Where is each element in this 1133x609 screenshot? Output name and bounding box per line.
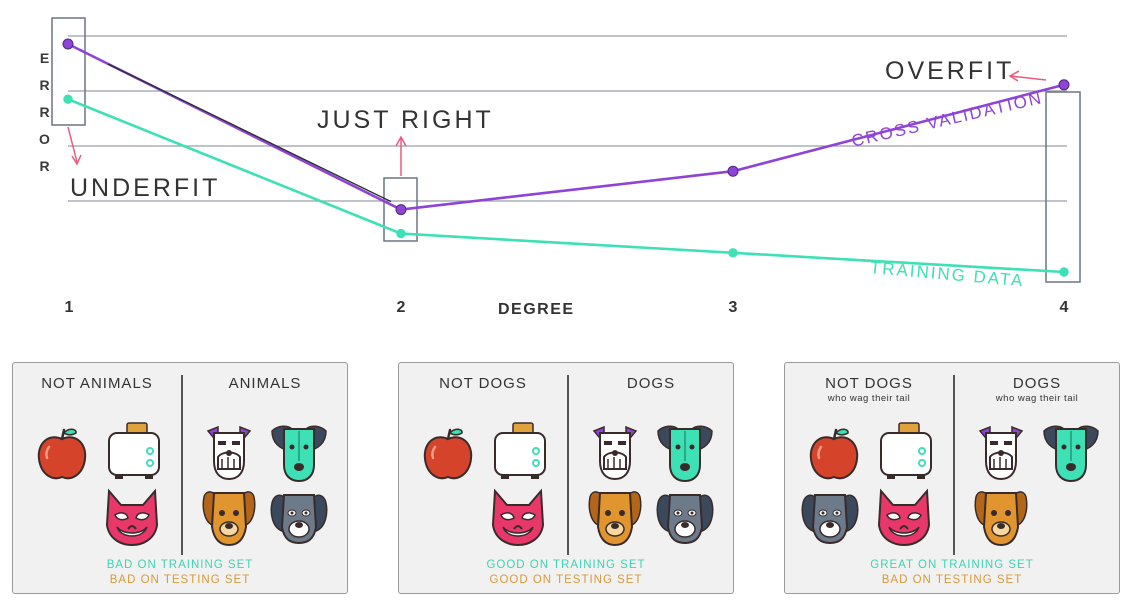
- x-tick-3: 3: [728, 299, 738, 316]
- panel-right-title: DOGS: [626, 375, 676, 392]
- panel-left-title: NOT DOGS: [825, 375, 913, 392]
- panel-left-heading: NOT DOGS who wag their tail: [785, 375, 953, 404]
- panel-dogs: NOT DOGS DOGS GOOD ON TRAINING SET GOOD …: [398, 362, 734, 594]
- underfit-arrowhead: [71, 154, 82, 166]
- panel-left-subtitle: who wag their tail: [827, 393, 911, 404]
- training-data-point-2: [396, 228, 406, 239]
- overfit-arrow: [1010, 75, 1047, 81]
- panel-divider: [181, 375, 183, 555]
- x-tick-4: 4: [1059, 299, 1069, 316]
- result-training: GOOD ON TRAINING SET: [486, 559, 646, 571]
- grumpy-cat-icon: [873, 485, 935, 547]
- y-axis-label-letter: R: [39, 158, 51, 174]
- training-data-line-segment: [66, 97, 403, 235]
- gray-dog-icon: [799, 485, 861, 547]
- y-axis-label-letter: R: [39, 104, 51, 120]
- annotation-overfit: OVERFIT: [885, 57, 1015, 85]
- panel-animals: NOT ANIMALS ANIMALS BAD ON TRAINING SET …: [12, 362, 348, 594]
- just-right-arrowhead: [395, 135, 407, 147]
- underfit-box: [51, 17, 86, 126]
- cross-validation-line-segment: [731, 83, 1066, 173]
- schnauzer-dog-icon: [584, 421, 646, 483]
- result-training: BAD ON TRAINING SET: [106, 559, 254, 571]
- panel-right-heading: DOGS: [567, 375, 735, 392]
- schnauzer-dog-icon: [970, 421, 1032, 483]
- apple-icon: [417, 423, 479, 485]
- training-data-point-4: [1059, 267, 1069, 277]
- annotation-just-right: JUST RIGHT: [317, 106, 494, 134]
- x-axis-label: DEGREE: [498, 301, 575, 318]
- chart-svg: [51, 17, 1081, 283]
- annotation-underfit: UNDERFIT: [70, 174, 221, 202]
- orange-dog-icon: [584, 485, 646, 547]
- result-testing: BAD ON TESTING SET: [109, 574, 251, 586]
- result-testing: BAD ON TESTING SET: [881, 574, 1023, 586]
- orange-dog-icon: [198, 485, 260, 547]
- panel-right-subtitle: who wag their tail: [995, 393, 1079, 404]
- toaster-icon: [875, 421, 937, 483]
- orange-dog-icon: [970, 485, 1032, 547]
- underfit-arrow: [67, 126, 78, 163]
- cross-validation-point-3: [727, 165, 739, 177]
- apple-icon: [803, 423, 865, 485]
- panel-left-title: NOT ANIMALS: [41, 375, 153, 392]
- panel-dogs-wag-tail: NOT DOGS who wag their tail DOGS who wag…: [784, 362, 1120, 594]
- gray-dog-icon: [268, 485, 330, 547]
- panel-left-title: NOT DOGS: [439, 375, 527, 392]
- grumpy-cat-icon: [101, 485, 163, 547]
- panel-right-heading: DOGS who wag their tail: [953, 375, 1121, 404]
- gray-dog-icon: [654, 485, 716, 547]
- panel-right-title: DOGS: [1012, 375, 1062, 392]
- cross-validation-point-1: [62, 38, 74, 50]
- training-data-point-1: [63, 94, 73, 104]
- cross-validation-point-4: [1058, 79, 1070, 91]
- panel-left-heading: NOT DOGS: [399, 375, 567, 392]
- panel-right-title: ANIMALS: [228, 375, 302, 392]
- cross-validation-line-segment: [399, 169, 735, 211]
- grumpy-cat-icon: [487, 485, 549, 547]
- apple-icon: [31, 423, 93, 485]
- schnauzer-dog-icon: [198, 421, 260, 483]
- cross-validation-line-shadow: [107, 63, 392, 203]
- toaster-icon: [103, 421, 165, 483]
- teal-dog-icon: [654, 421, 716, 483]
- x-tick-2: 2: [396, 299, 406, 316]
- teal-dog-icon: [1040, 421, 1102, 483]
- training-data-line-segment: [731, 251, 1066, 274]
- panel-right-heading: ANIMALS: [181, 375, 349, 392]
- panel-divider: [567, 375, 569, 555]
- y-axis-label-letter: R: [39, 77, 51, 93]
- overfit-arrowhead: [1008, 70, 1020, 82]
- x-tick-1: 1: [64, 299, 74, 316]
- result-testing: GOOD ON TESTING SET: [489, 574, 643, 586]
- toaster-icon: [489, 421, 551, 483]
- training-data-point-3: [728, 248, 738, 258]
- panel-left-heading: NOT ANIMALS: [13, 375, 181, 392]
- training-data-line-segment: [399, 232, 735, 255]
- y-axis-label-letter: E: [39, 50, 51, 66]
- y-axis-label-letter: O: [39, 131, 51, 147]
- just-right-box: [383, 177, 418, 242]
- teal-dog-icon: [268, 421, 330, 483]
- overfit-box: [1045, 91, 1081, 283]
- result-training: GREAT ON TRAINING SET: [870, 559, 1034, 571]
- panel-divider: [953, 375, 955, 555]
- cross-validation-point-2: [395, 204, 407, 216]
